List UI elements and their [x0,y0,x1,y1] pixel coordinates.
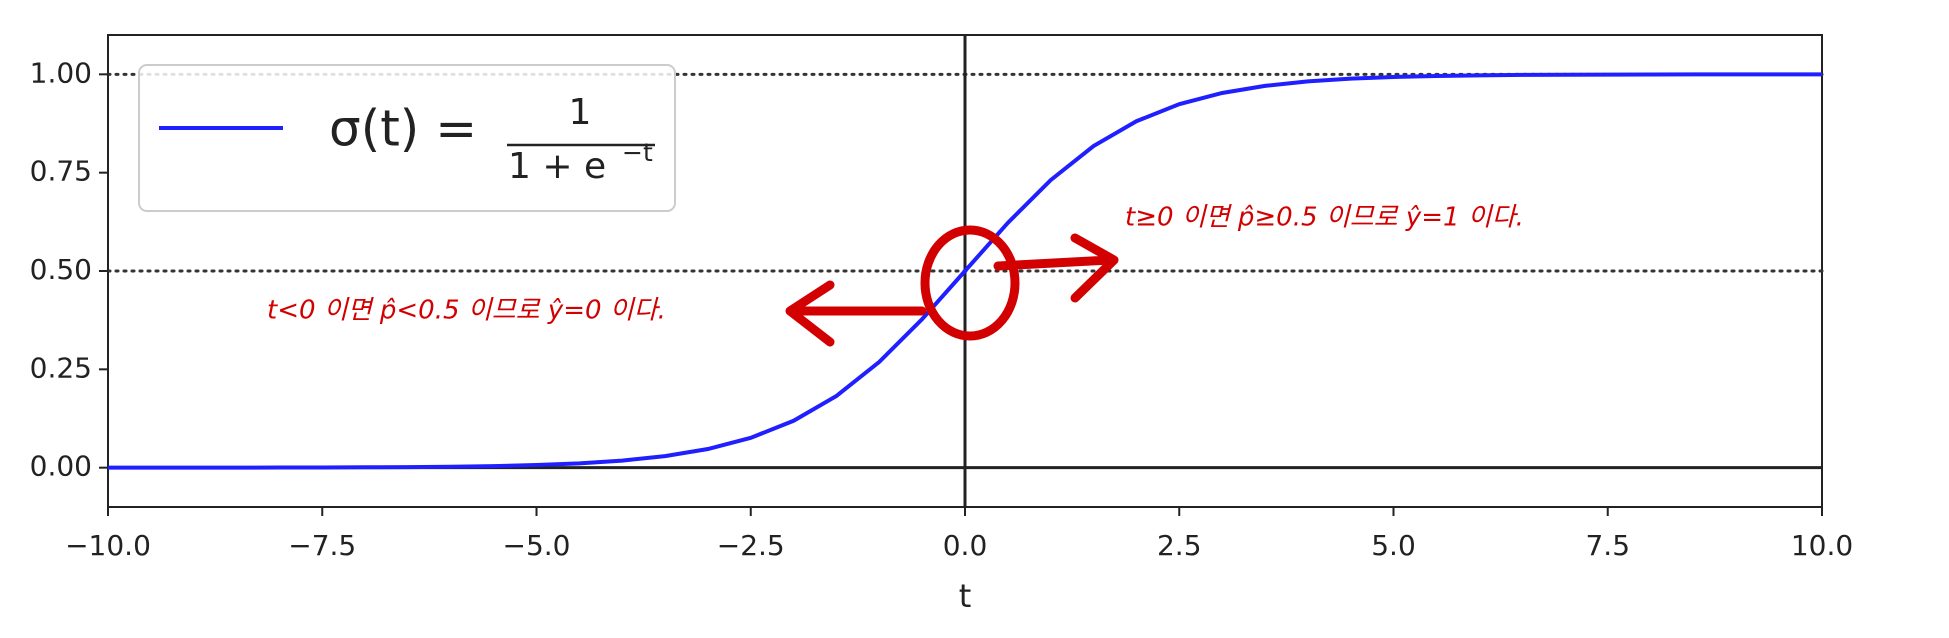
y-tick-label: 0.75 [30,155,92,188]
legend-box [138,64,676,212]
x-tick-label: 5.0 [1371,529,1416,562]
legend-label: 1 + e [508,146,606,187]
y-tick-label: 0.00 [30,450,92,483]
x-axis-label: t [959,577,972,615]
x-tick-label: −7.5 [288,529,356,562]
x-tick-label: 7.5 [1585,529,1630,562]
arrow-right [993,233,1119,303]
x-tick-label: 2.5 [1157,529,1202,562]
highlight-circle [920,225,1020,341]
x-tick-label: −10.0 [65,529,151,562]
y-tick-label: 0.25 [30,351,92,384]
legend-label: σ(t) = [329,100,477,158]
x-tick-label: −5.0 [503,529,571,562]
annotation: t<0 이면 p̂<0.5 이므로 ŷ=0 이다. [267,296,666,326]
arrow-left [785,280,927,347]
x-tick-label: 0.0 [943,529,988,562]
annotation-marks [785,225,1119,347]
x-tick-label: 10.0 [1791,529,1853,562]
y-tick-label: 1.00 [30,56,92,89]
y-tick-label: 0.50 [30,253,92,286]
line-series [107,72,1823,470]
legend-label: 1 [569,92,592,133]
legend: σ(t) = 1 1 + e −t [138,64,676,212]
annotation: t≥0 이면 p̂≥0.5 이므로 ŷ=1 이다. [1125,203,1524,233]
legend-label: −t [622,138,653,167]
x-tick-label: −2.5 [717,529,785,562]
